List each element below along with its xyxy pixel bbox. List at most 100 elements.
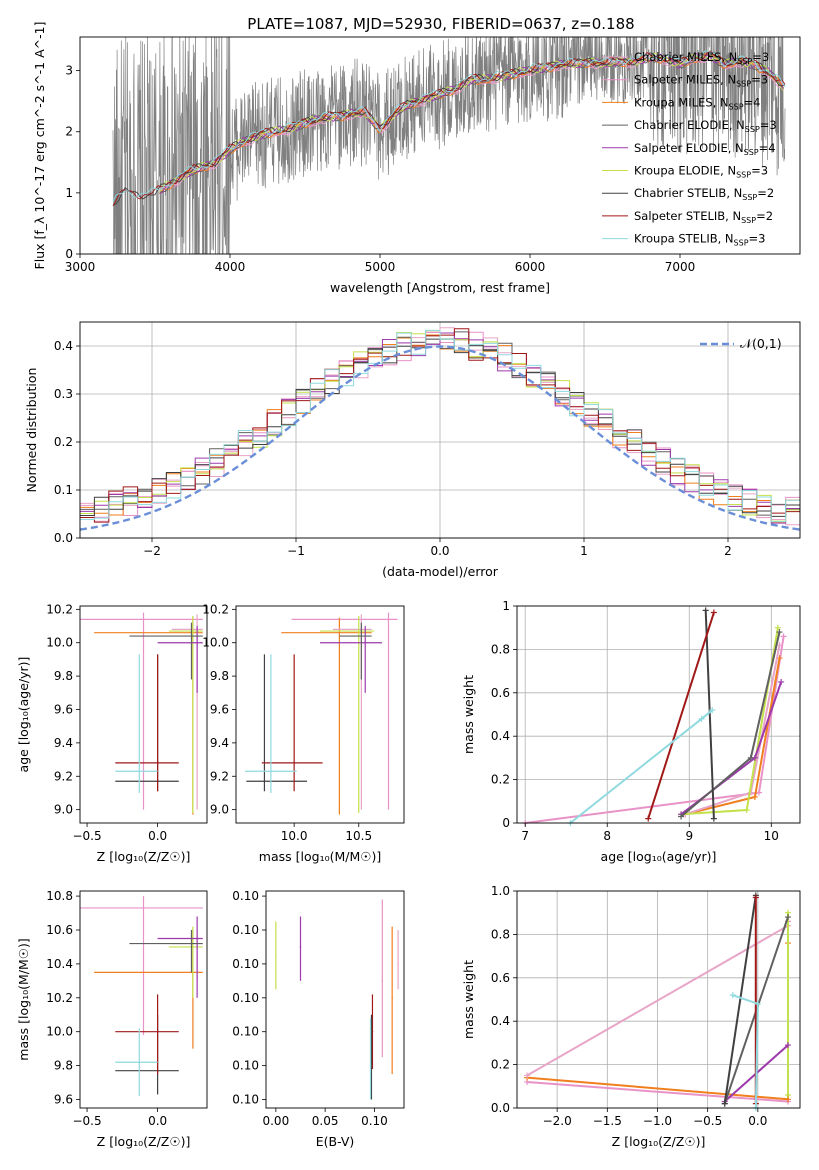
data-point xyxy=(192,946,194,948)
y-tick-label: 0.2 xyxy=(491,1058,510,1072)
data-point xyxy=(338,631,341,634)
axes-frame xyxy=(516,605,801,824)
y-tick-label: 3 xyxy=(65,64,73,78)
y-tick-label: 0.10 xyxy=(232,1093,259,1107)
data-point xyxy=(391,997,393,999)
y-axis-label: mass weight xyxy=(461,675,476,754)
axes-frame xyxy=(265,890,405,1109)
data-point xyxy=(293,762,295,764)
histogram-kroupa-stelib xyxy=(80,329,800,523)
x-tick-label: −1.0 xyxy=(643,1114,672,1128)
y-tick-label: 0.10 xyxy=(232,923,259,937)
series-line xyxy=(723,895,757,1104)
series-marker xyxy=(729,992,736,999)
y-axis-label: Normed distribution xyxy=(24,368,39,493)
data-point xyxy=(357,630,360,632)
legend-label: Chabrier STELIB, NSSP=2 xyxy=(634,186,774,202)
x-axis-label: E(B-V) xyxy=(316,1134,355,1149)
x-tick-label: 0.00 xyxy=(262,1114,289,1128)
y-tick-label: 9.2 xyxy=(210,769,229,783)
data-point xyxy=(142,907,145,909)
x-tick-label: −0.5 xyxy=(72,1114,101,1128)
y-axis-label: mass [log₁₀(M/M☉)] xyxy=(16,938,31,1060)
x-tick-label: 10 xyxy=(764,829,779,843)
y-tick-label: 0.2 xyxy=(54,435,73,449)
y-axis-label: Flux [f_λ 10^-17 erg cm^-2 s^-1 A^-1] xyxy=(32,22,47,270)
x-tick-label: 7000 xyxy=(665,260,696,274)
data-point xyxy=(263,780,266,783)
series-marker xyxy=(778,678,785,685)
y-tick-label: 0 xyxy=(65,247,73,261)
y-tick-label: 0.4 xyxy=(491,1014,510,1028)
y-tick-label: 10.0 xyxy=(46,636,73,650)
series-line xyxy=(647,612,715,820)
y-tick-label: 0.0 xyxy=(54,531,73,545)
x-tick-label: 1 xyxy=(580,544,588,558)
data-point xyxy=(275,954,277,957)
y-tick-label: 0.3 xyxy=(54,387,73,401)
x-tick-label: −2.0 xyxy=(543,1114,572,1128)
series-marker xyxy=(645,815,652,822)
y-tick-label: 1 xyxy=(502,599,510,613)
x-tick-label: 10.0 xyxy=(281,829,308,843)
y-tick-label: 0.2 xyxy=(491,773,510,787)
x-tick-label: 3000 xyxy=(65,260,96,274)
y-tick-label: 10.8 xyxy=(46,889,73,903)
x-tick-label: 6000 xyxy=(515,260,546,274)
y-tick-label: 0.8 xyxy=(491,927,510,941)
series-marker xyxy=(751,793,758,800)
legend-label: Salpeter STELIB, NSSP=2 xyxy=(634,209,773,225)
y-tick-label: 0.0 xyxy=(491,1101,510,1115)
series-marker xyxy=(710,609,717,616)
x-tick-label: 2 xyxy=(724,544,732,558)
data-point xyxy=(192,630,194,632)
y-tick-label: 10.6 xyxy=(46,923,73,937)
axes-frame xyxy=(79,36,801,255)
y-tick-label: 0.4 xyxy=(54,339,73,353)
legend-label: Chabrier ELODIE, NSSP=3 xyxy=(634,118,777,134)
y-tick-label: 0.10 xyxy=(232,1025,259,1039)
x-tick-label: 0.0 xyxy=(148,1114,167,1128)
data-point xyxy=(156,762,159,764)
axes-frame xyxy=(79,890,208,1109)
y-tick-label: 9.8 xyxy=(210,669,229,683)
data-point xyxy=(190,942,193,945)
legend-label: Chabrier MILES, NSSP=3 xyxy=(634,50,769,66)
series-marker xyxy=(774,624,781,631)
data-point xyxy=(270,770,272,773)
data-point xyxy=(397,963,399,965)
series-marker xyxy=(784,1091,791,1098)
x-axis-label: mass [log₁₀(M/M☉)] xyxy=(259,849,381,864)
series-marker xyxy=(784,914,791,921)
x-tick-label: 10.5 xyxy=(345,829,372,843)
y-tick-label: 10.0 xyxy=(46,1025,73,1039)
y-tick-label: 1.0 xyxy=(491,884,510,898)
series-marker xyxy=(710,815,717,822)
data-point xyxy=(387,618,390,621)
y-tick-label: 2 xyxy=(65,125,73,139)
series-marker xyxy=(780,633,787,640)
x-tick-label: 0.10 xyxy=(361,1114,388,1128)
x-tick-label: 5000 xyxy=(365,260,396,274)
x-tick-label: −1 xyxy=(287,544,305,558)
y-tick-label: 9.2 xyxy=(54,769,73,783)
x-tick-label: 8 xyxy=(603,829,611,843)
legend-label: Salpeter MILES, NSSP=3 xyxy=(634,73,768,89)
data-point xyxy=(196,641,198,644)
data-point xyxy=(360,635,363,637)
y-tick-label: 10.0 xyxy=(202,636,229,650)
series-marker xyxy=(524,1072,531,1079)
y-tick-label: 9.6 xyxy=(54,1093,73,1107)
x-axis-label: wavelength [Angstrom, rest frame] xyxy=(330,280,550,295)
y-tick-label: 0.10 xyxy=(232,889,259,903)
series-marker xyxy=(747,754,754,761)
series-marker xyxy=(776,629,783,636)
y-tick-label: 0.8 xyxy=(491,642,510,656)
y-tick-label: 10.2 xyxy=(46,602,73,616)
y-tick-label: 0.1 xyxy=(54,483,73,497)
x-tick-label: −1.5 xyxy=(593,1114,622,1128)
data-point xyxy=(364,641,367,644)
legend-label: Kroupa ELODIE, NSSP=3 xyxy=(634,164,768,180)
y-tick-label: 10.2 xyxy=(46,991,73,1005)
data-point xyxy=(190,635,193,637)
